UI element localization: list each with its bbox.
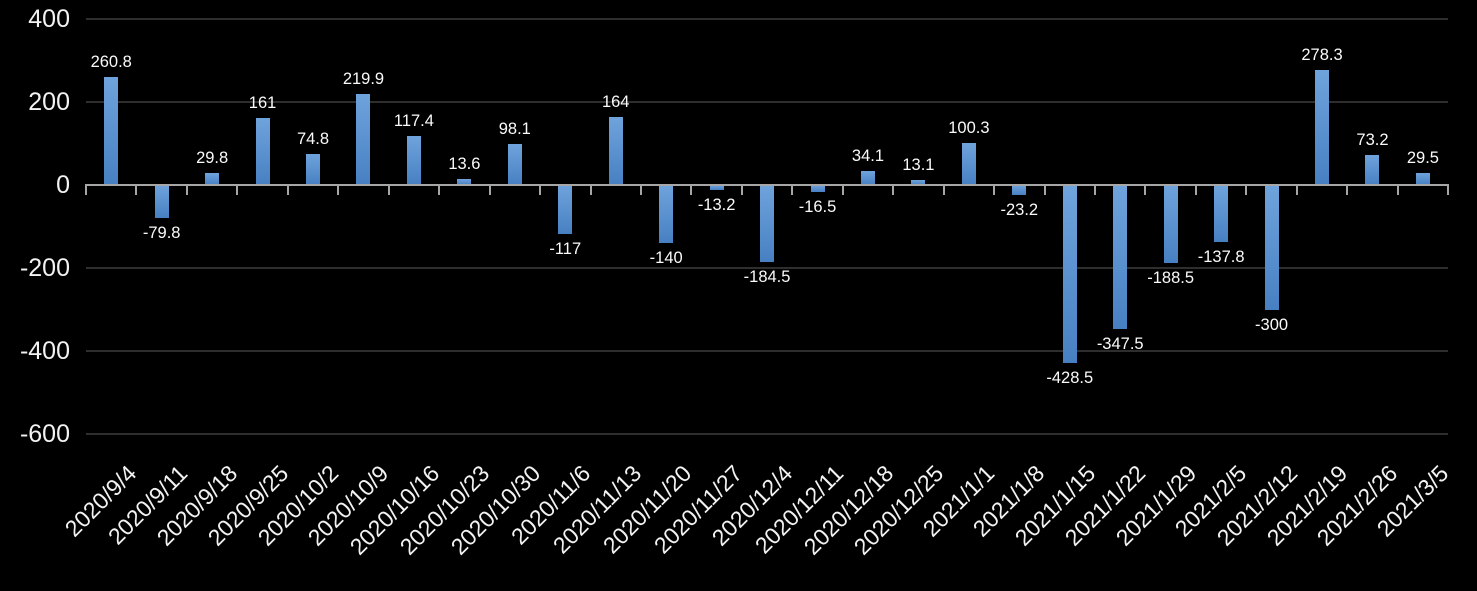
x-axis-tick-mark	[488, 186, 491, 195]
bar-value-label: 260.8	[90, 52, 132, 71]
bar	[659, 185, 674, 244]
y-axis-tick-label: 400	[28, 5, 70, 33]
y-axis-tick-label: -200	[19, 254, 70, 282]
bar-value-label: 29.5	[1406, 148, 1439, 167]
gridline	[86, 101, 1449, 103]
bar	[1415, 172, 1430, 185]
x-axis-tick-mark	[185, 186, 188, 195]
x-axis-tick-mark	[1094, 186, 1096, 195]
bar	[961, 143, 976, 185]
bar-value-label: 98.1	[498, 120, 531, 139]
bar-value-label: 13.1	[902, 155, 935, 174]
x-axis-line	[85, 184, 1450, 186]
bar	[154, 185, 169, 219]
bar-value-label: 73.2	[1356, 130, 1389, 149]
bar-value-label: 164	[601, 92, 630, 111]
x-axis-tick-mark	[841, 186, 844, 195]
bar	[507, 144, 522, 185]
x-axis-tick-mark	[539, 186, 542, 195]
gridline	[86, 350, 1449, 352]
bar	[860, 170, 875, 185]
bar	[810, 185, 825, 192]
bar	[1365, 154, 1380, 185]
x-axis-tick-mark	[1043, 186, 1046, 195]
gridline	[86, 18, 1449, 20]
bar-value-label: 219.9	[342, 69, 385, 88]
x-axis-tick-mark	[639, 186, 642, 195]
x-axis-tick-mark	[1346, 186, 1349, 195]
bar	[1012, 185, 1027, 195]
x-axis-tick-mark	[589, 186, 592, 195]
bar-value-label: -137.8	[1197, 248, 1245, 267]
bar	[255, 118, 270, 185]
x-axis-tick-mark	[337, 186, 340, 195]
bar-value-label: -300	[1255, 315, 1289, 334]
bar-value-label: -188.5	[1147, 269, 1195, 288]
x-axis-tick-mark	[236, 186, 239, 195]
bar-value-label: 34.1	[851, 146, 885, 165]
bar-value-label: -13.2	[697, 196, 736, 215]
x-axis-tick-mark	[85, 186, 87, 195]
x-axis-tick-mark	[942, 186, 945, 195]
x-axis-tick-mark	[286, 186, 289, 195]
bar	[1062, 185, 1077, 363]
x-axis-tick-mark	[892, 186, 895, 195]
bar-value-label: 29.8	[196, 148, 229, 167]
bar	[760, 185, 775, 262]
bar-value-label: 161	[248, 94, 277, 113]
bar	[205, 172, 220, 185]
x-axis-tick-mark	[791, 186, 794, 195]
bar-value-label: -428.5	[1046, 368, 1094, 387]
bar-value-label: 100.3	[948, 119, 990, 138]
bar	[558, 185, 573, 234]
bar	[457, 179, 472, 185]
bar	[1264, 185, 1279, 310]
bar	[608, 116, 623, 185]
bar	[104, 76, 119, 185]
x-axis-tick-mark	[438, 186, 441, 195]
bar-value-label: 117.4	[393, 112, 434, 131]
bar-value-label: -347.5	[1096, 335, 1144, 354]
bar	[1113, 185, 1128, 330]
x-axis-tick-mark	[387, 186, 390, 195]
bar-value-label: 74.8	[296, 129, 330, 148]
bar-value-label: -16.5	[798, 197, 837, 216]
y-axis-tick-label: -600	[19, 420, 70, 448]
gridline	[86, 267, 1449, 269]
bar-value-label: 13.6	[448, 155, 481, 174]
bar-value-label: -117	[549, 239, 582, 258]
bar-value-label: -184.5	[743, 267, 791, 286]
bar	[1163, 185, 1178, 264]
x-axis-tick-mark	[1295, 186, 1298, 195]
y-axis-tick-label: 200	[28, 88, 70, 116]
x-axis-tick-mark	[1396, 186, 1399, 195]
bar	[406, 136, 421, 185]
x-axis-tick-mark	[1194, 186, 1197, 195]
gridline	[86, 433, 1449, 435]
bar	[1315, 69, 1330, 185]
bar	[356, 93, 371, 185]
x-axis-tick-mark	[1245, 186, 1248, 195]
x-axis-tick-mark	[740, 186, 743, 195]
x-axis-tick-mark	[1447, 186, 1450, 195]
bar	[306, 153, 321, 185]
bar	[709, 185, 724, 191]
bar	[1214, 185, 1229, 243]
bar-value-label: -140	[649, 249, 683, 268]
x-axis-tick-mark	[135, 186, 138, 195]
bar-value-label: -79.8	[142, 224, 181, 243]
y-axis-tick-label: -400	[19, 337, 70, 365]
y-axis-tick-label: 0	[56, 171, 70, 199]
bar-value-label: 278.3	[1301, 45, 1343, 64]
bar-value-label: -23.2	[1000, 200, 1039, 219]
x-axis-tick-mark	[690, 186, 693, 195]
x-axis-tick-mark	[1144, 186, 1147, 195]
bar	[911, 179, 926, 185]
x-axis-tick-mark	[993, 186, 996, 195]
